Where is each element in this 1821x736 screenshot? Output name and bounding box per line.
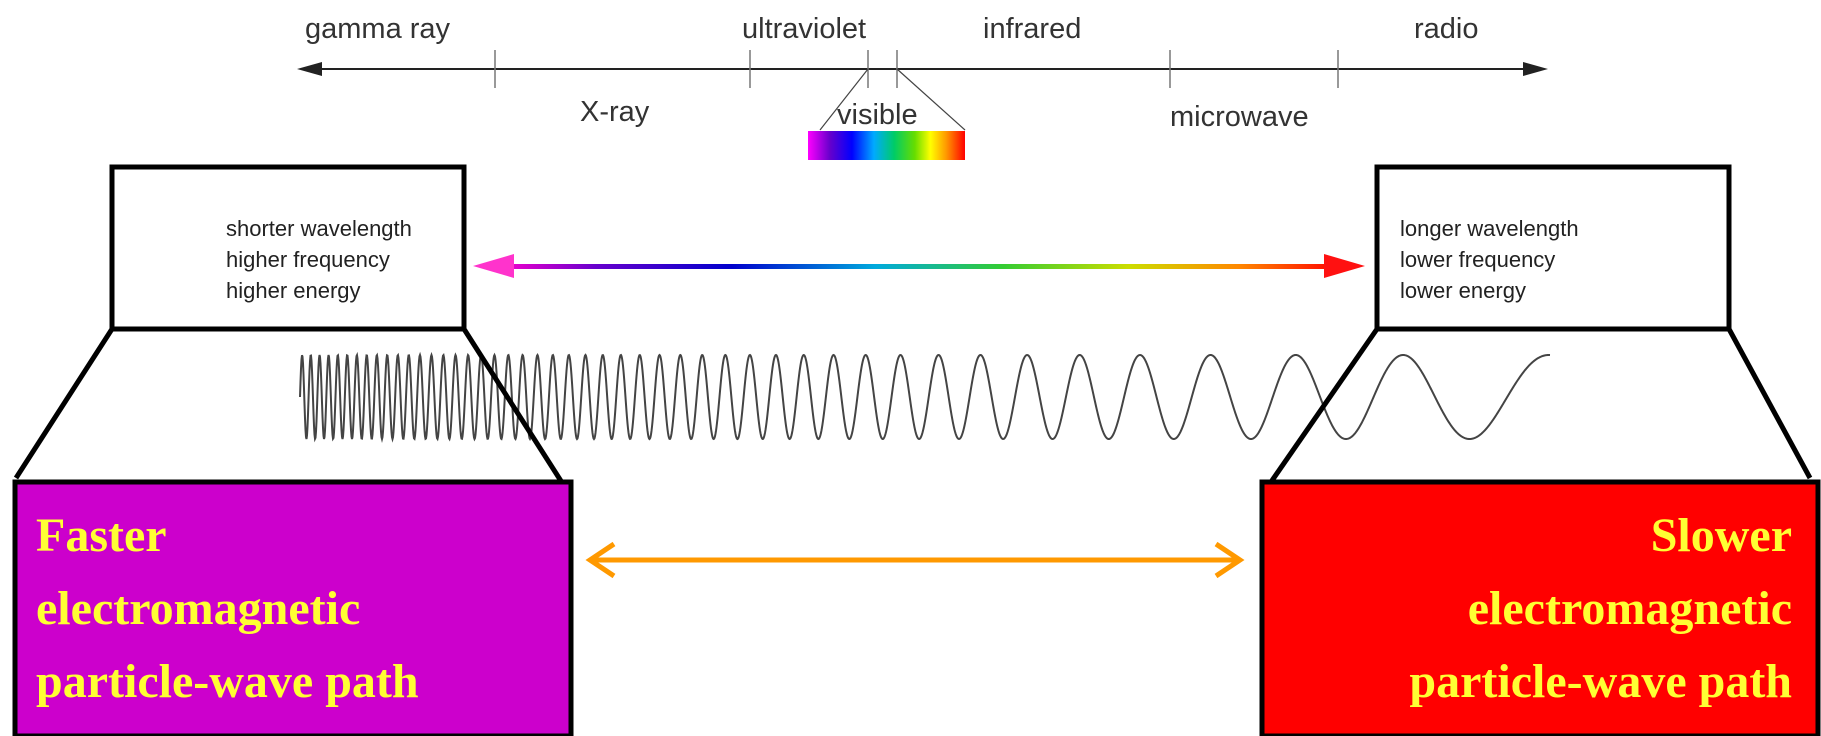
chirp-wave xyxy=(299,351,1551,443)
faster-panel-line-2: electromagnetic xyxy=(36,582,360,635)
left-info-line-1: shorter wavelength xyxy=(226,216,412,241)
gradient-arrow-right-head xyxy=(1324,254,1365,278)
slower-path-panel xyxy=(1259,479,1821,736)
spectrum-axis: gamma ray ultraviolet infrared radio X-r… xyxy=(297,13,1548,160)
connector-right-head xyxy=(1214,541,1245,579)
right-info-line-3: lower energy xyxy=(1400,278,1526,303)
speed-connector-arrow xyxy=(585,541,1245,579)
label-visible: visible xyxy=(837,99,918,131)
right-info-box xyxy=(1374,164,1732,332)
label-x-ray: X-ray xyxy=(580,96,650,128)
label-radio: radio xyxy=(1414,13,1479,45)
gradient-arrow-left-head xyxy=(473,254,514,278)
slower-panel-line-2: electromagnetic xyxy=(1468,582,1792,635)
left-zoom-line-outer xyxy=(13,327,115,480)
right-info-line-1: longer wavelength xyxy=(1400,216,1579,241)
label-infrared: infrared xyxy=(983,13,1081,45)
faster-panel-line-3: particle-wave path xyxy=(36,655,419,708)
gradient-arrow-shaft xyxy=(495,264,1340,269)
visible-rainbow-bar xyxy=(808,131,965,160)
faster-panel-line-1: Faster xyxy=(36,509,167,562)
connector-left-head xyxy=(585,541,616,579)
right-zoom-line-outer xyxy=(1726,327,1813,480)
left-info-line-2: higher frequency xyxy=(226,247,390,272)
slower-panel-line-1: Slower xyxy=(1651,509,1792,562)
slower-panel-line-3: particle-wave path xyxy=(1409,655,1792,708)
left-zoom-line-inner xyxy=(461,327,571,494)
left-info-box xyxy=(109,164,467,332)
label-ultraviolet: ultraviolet xyxy=(742,13,866,45)
axis-left-arrowhead xyxy=(297,62,322,76)
right-zoom-line-inner xyxy=(1259,327,1380,497)
visible-cone-left xyxy=(819,68,869,131)
faster-path-panel xyxy=(12,479,574,736)
label-microwave: microwave xyxy=(1170,101,1309,133)
energy-gradient-arrow xyxy=(473,254,1365,278)
right-info-line-2: lower frequency xyxy=(1400,247,1555,272)
label-gamma-ray: gamma ray xyxy=(305,13,451,45)
left-info-line-3: higher energy xyxy=(226,278,361,303)
axis-right-arrowhead xyxy=(1523,62,1548,76)
visible-cone-right xyxy=(896,68,966,131)
